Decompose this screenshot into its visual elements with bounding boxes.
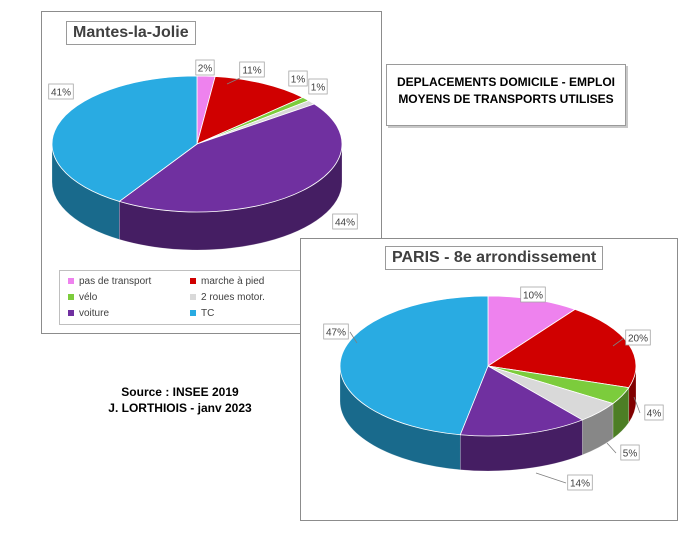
data-label-tc: 41%	[51, 88, 71, 99]
legend-item-velo: vélo	[68, 292, 97, 303]
legend-item-pas-de-transport: pas de transport	[68, 276, 151, 287]
data-label-box	[288, 70, 308, 87]
leader-line	[349, 331, 358, 344]
data-label-box	[48, 83, 74, 100]
main-title-line1: DEPLACEMENTS DOMICILE - EMPLOI	[396, 75, 615, 89]
legend-label: pas de transport	[79, 276, 152, 287]
pie-chart-mantes: 2% 11% 1% 1% 44% 41%	[48, 59, 358, 251]
pie-chart-paris: 10% 20% 4% 5% 14% 47%	[323, 286, 664, 491]
legend-label: voiture	[79, 308, 110, 319]
source-note: Source : INSEE 2019 J. LORTHIOIS - janv …	[80, 384, 280, 416]
chart-panel-paris: 10% 20% 4% 5% 14% 47% PARIS - 8e arrondisseme…	[300, 238, 678, 521]
data-label-velo: 4%	[647, 409, 662, 420]
main-title: DEPLACEMENTS DOMICILE - EMPLOI MOYENS DE…	[386, 64, 626, 126]
data-label-box	[308, 78, 328, 95]
legend-item-marche-a-pied: marche à pied	[190, 276, 264, 287]
data-label-box	[195, 59, 215, 76]
data-label-box	[620, 444, 640, 461]
data-label-box	[332, 213, 358, 230]
pie-slice-tc	[51, 75, 198, 202]
leader-line	[612, 337, 625, 347]
legend-label: vélo	[79, 292, 98, 303]
main-title-line2: MOYENS DE TRANSPORTS UTILISES	[398, 92, 614, 106]
legend-item-tc: TC	[190, 308, 214, 319]
legend-swatch	[68, 310, 74, 317]
author-line: J. LORTHIOIS - janv 2023	[108, 401, 252, 415]
data-label-voiture: 14%	[570, 479, 590, 490]
legend-label: TC	[201, 308, 215, 319]
chart-title-paris: PARIS - 8e arrondissement	[385, 246, 604, 270]
data-label-box	[239, 61, 265, 78]
leader-line	[226, 77, 241, 85]
data-label-box	[625, 329, 651, 346]
leader-line	[535, 472, 567, 484]
legend-swatch	[68, 294, 74, 301]
pie-slice-voiture	[459, 365, 584, 437]
legend-swatch	[190, 294, 196, 301]
data-label-box	[644, 404, 664, 421]
data-label-marche-a-pied: 20%	[628, 334, 648, 345]
legend: pas de transport marche à pied vélo 2 ro…	[59, 270, 311, 325]
legend-item-2-roues: 2 roues motor.	[190, 292, 265, 303]
data-label-box	[323, 323, 349, 340]
data-label-voiture: 44%	[335, 218, 355, 229]
chart-panel-mantes: 2% 11% 1% 1% 44% 41% Mantes-la-Jolie pas de t…	[41, 11, 382, 334]
leader-line	[606, 442, 617, 454]
legend-swatch	[190, 310, 196, 317]
data-label-pas-de-transport: 2%	[198, 64, 213, 75]
pie-slice-voiture	[118, 103, 343, 213]
legend-label: marche à pied	[201, 276, 265, 287]
data-label-box	[567, 474, 593, 491]
legend-item-voiture: voiture	[68, 308, 109, 319]
pie-slice-marche-a-pied	[196, 76, 304, 145]
data-label-velo: 1%	[291, 75, 306, 86]
leader-line	[633, 396, 641, 414]
data-label-marche-a-pied: 11%	[242, 66, 261, 77]
pie-slice-tc	[339, 295, 489, 436]
data-label-box	[520, 286, 546, 303]
legend-swatch	[68, 278, 74, 285]
chart-title-mantes: Mantes-la-Jolie	[66, 21, 196, 45]
legend-label: 2 roues motor.	[201, 292, 265, 303]
source-line: Source : INSEE 2019	[121, 385, 239, 399]
data-label-2-roues-motor: 1%	[311, 83, 326, 94]
data-label-tc: 47%	[326, 328, 346, 339]
data-label-2-roues-motor: 5%	[623, 449, 638, 460]
data-label-pas-de-transport: 10%	[523, 291, 543, 302]
legend-swatch	[190, 278, 196, 285]
